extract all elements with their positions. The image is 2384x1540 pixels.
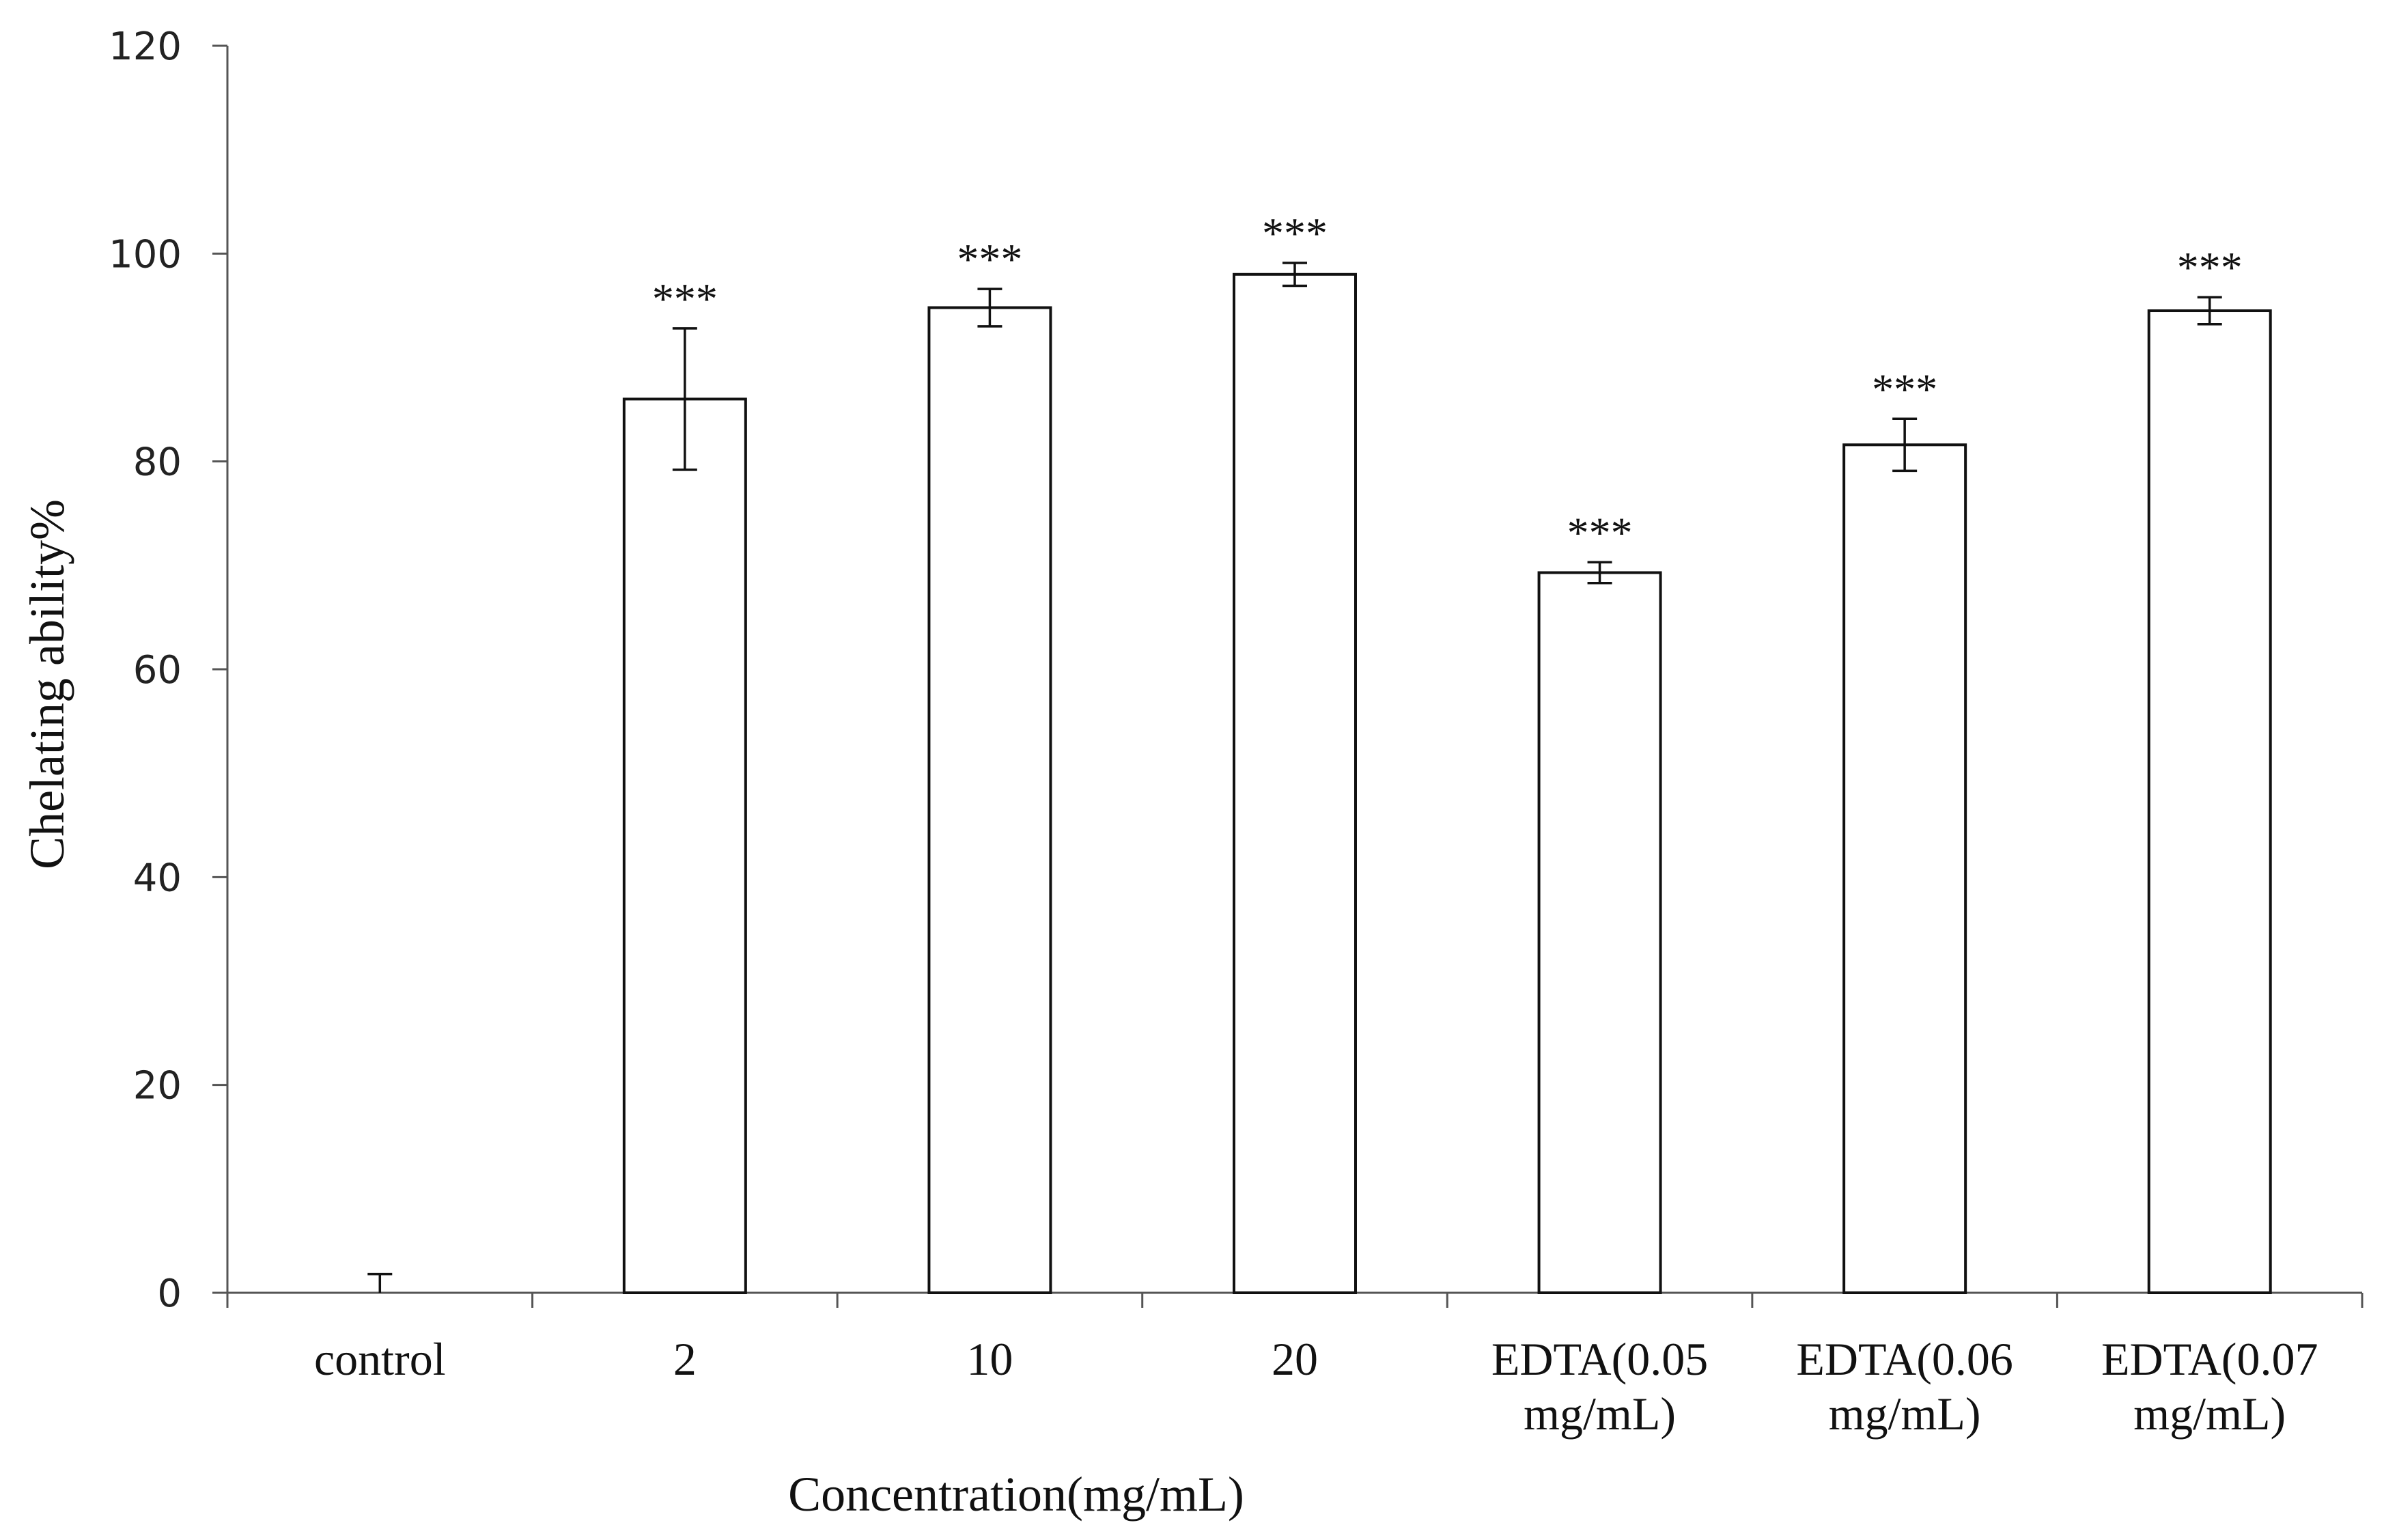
y-axis-title: Chelating ability% (20, 499, 74, 869)
significance-marker: *** (1262, 209, 1328, 257)
x-category-label: EDTA(0.07 (2101, 1333, 2318, 1385)
x-category-label: control (314, 1333, 446, 1385)
bar (1537, 571, 1662, 1294)
y-tick-label: 60 (133, 648, 182, 692)
bar (1233, 272, 1357, 1294)
x-category-label: mg/mL) (2133, 1388, 2286, 1440)
bar (2147, 309, 2272, 1294)
x-category-label: mg/mL) (1524, 1388, 1676, 1440)
significance-marker: *** (957, 235, 1022, 283)
y-tick-label: 100 (109, 232, 182, 277)
bars (622, 272, 2272, 1295)
x-category-label: 20 (1272, 1333, 1318, 1385)
x-category-label: EDTA(0.05 (1491, 1333, 1709, 1385)
error-bars (367, 262, 2222, 1293)
x-axis-title: Concentration(mg/mL) (788, 1467, 1244, 1522)
y-tick-label: 0 (157, 1272, 182, 1316)
bar (1842, 443, 1967, 1295)
bar (927, 306, 1052, 1295)
y-tick-labels: 0 20 40 60 80 100 120 (109, 25, 182, 1316)
significance-marker: *** (1567, 508, 1633, 557)
significance-marker: *** (652, 275, 718, 323)
x-category-label: mg/mL) (1829, 1388, 1981, 1440)
x-category-label: 10 (966, 1333, 1013, 1385)
significance-markers: *** *** *** *** *** *** (652, 209, 2243, 557)
y-tick-label: 20 (133, 1064, 182, 1108)
bar (622, 397, 747, 1294)
significance-marker: *** (1872, 365, 1937, 413)
significance-marker: *** (2177, 243, 2243, 292)
y-tick-label: 80 (133, 440, 182, 485)
x-category-labels: control 2 10 20 EDTA(0.05mg/mL)EDTA(0.06mg/m… (314, 1333, 2318, 1440)
x-category-label: 2 (673, 1333, 697, 1385)
y-tick-label: 40 (133, 856, 182, 900)
y-tick-label: 120 (109, 25, 182, 69)
x-category-label: EDTA(0.06 (1796, 1333, 2013, 1385)
